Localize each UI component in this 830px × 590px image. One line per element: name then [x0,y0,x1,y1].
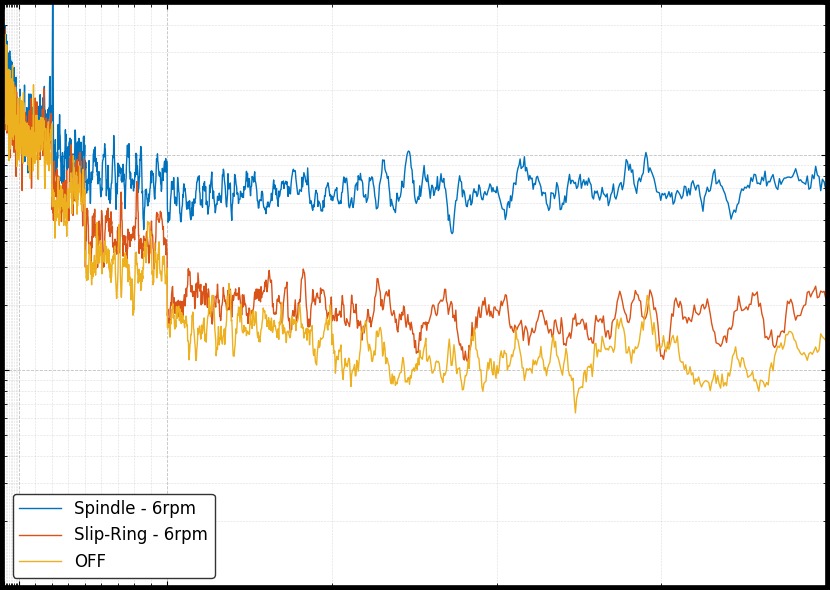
OFF [821,337,830,344]
OFF [371,328,381,335]
Slip-Ring - 6rpm [729,309,739,316]
Spindle - 6rpm [2,79,12,86]
Line: OFF: OFF [4,34,826,413]
Slip-Ring - 6rpm [0,25,10,32]
Slip-Ring - 6rpm [21,130,31,137]
Spindle - 6rpm [447,230,457,237]
Spindle - 6rpm [21,124,31,131]
Slip-Ring - 6rpm [371,287,381,294]
Slip-Ring - 6rpm [1,116,11,123]
Slip-Ring - 6rpm [0,72,9,79]
Slip-Ring - 6rpm [462,358,472,365]
Spindle - 6rpm [16,139,26,146]
Spindle - 6rpm [371,205,381,212]
OFF [16,104,26,111]
Slip-Ring - 6rpm [16,110,26,117]
Spindle - 6rpm [0,47,9,54]
OFF [0,31,10,38]
Spindle - 6rpm [821,186,830,194]
OFF [570,409,580,417]
OFF [1,113,11,120]
Slip-Ring - 6rpm [821,295,830,302]
Legend: Spindle - 6rpm, Slip-Ring - 6rpm, OFF: Spindle - 6rpm, Slip-Ring - 6rpm, OFF [12,493,215,578]
OFF [0,71,9,78]
Spindle - 6rpm [729,206,739,214]
Line: Slip-Ring - 6rpm: Slip-Ring - 6rpm [4,28,826,361]
OFF [2,70,12,77]
OFF [21,136,31,143]
OFF [729,350,739,357]
Slip-Ring - 6rpm [2,112,12,119]
Spindle - 6rpm [1,67,11,74]
Line: Spindle - 6rpm: Spindle - 6rpm [4,0,826,234]
